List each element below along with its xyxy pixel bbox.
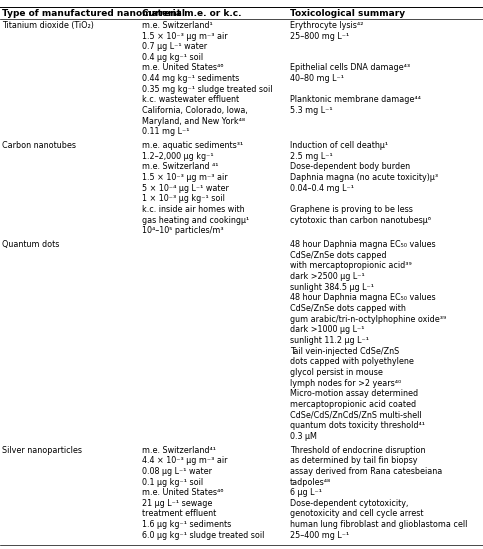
Text: 0.44 mg kg⁻¹ sediments: 0.44 mg kg⁻¹ sediments	[142, 74, 240, 83]
Text: genotoxicity and cell cycle arrest: genotoxicity and cell cycle arrest	[290, 509, 423, 518]
Text: Induction of cell deathµ¹: Induction of cell deathµ¹	[290, 141, 388, 150]
Text: 1.5 × 10⁻³ μg m⁻³ air: 1.5 × 10⁻³ μg m⁻³ air	[142, 173, 228, 182]
Text: 25–400 mg L⁻¹: 25–400 mg L⁻¹	[290, 531, 349, 540]
Text: Daphnia magna (no acute toxicity)µ³: Daphnia magna (no acute toxicity)µ³	[290, 173, 438, 182]
Text: assay derived from Rana catesbeiana: assay derived from Rana catesbeiana	[290, 467, 442, 476]
Text: Planktonic membrane damage⁴⁴: Planktonic membrane damage⁴⁴	[290, 96, 421, 104]
Text: 40–80 mg L⁻¹: 40–80 mg L⁻¹	[290, 74, 344, 83]
Text: Dose-dependent body burden: Dose-dependent body burden	[290, 163, 410, 171]
Text: 6.0 μg kg⁻¹ sludge treated soil: 6.0 μg kg⁻¹ sludge treated soil	[142, 531, 265, 540]
Text: 0.04–0.4 mg L⁻¹: 0.04–0.4 mg L⁻¹	[290, 184, 354, 193]
Text: sunlight 384.5 μg L⁻¹: sunlight 384.5 μg L⁻¹	[290, 283, 374, 292]
Text: 25–800 mg L⁻¹: 25–800 mg L⁻¹	[290, 31, 349, 41]
Text: 21 μg L⁻¹ sewage: 21 μg L⁻¹ sewage	[142, 499, 213, 508]
Text: Threshold of endocrine disruption: Threshold of endocrine disruption	[290, 446, 426, 455]
Text: CdSe/CdS/ZnCdS/ZnS multi-shell: CdSe/CdS/ZnCdS/ZnS multi-shell	[290, 411, 422, 419]
Text: lymph nodes for >2 years⁴⁰: lymph nodes for >2 years⁴⁰	[290, 379, 401, 388]
Text: Epithelial cells DNA damage⁴³: Epithelial cells DNA damage⁴³	[290, 64, 410, 72]
Text: Quantum dots: Quantum dots	[2, 240, 60, 249]
Text: m.e. Switzerland¹: m.e. Switzerland¹	[142, 21, 213, 30]
Text: Maryland, and New York⁴⁸: Maryland, and New York⁴⁸	[142, 117, 246, 126]
Text: tadpoles⁴⁸: tadpoles⁴⁸	[290, 478, 331, 486]
Text: 1.5 × 10⁻³ μg m⁻³ air: 1.5 × 10⁻³ μg m⁻³ air	[142, 31, 228, 41]
Text: 5.3 mg L⁻¹: 5.3 mg L⁻¹	[290, 106, 332, 115]
Text: Carbon nanotubes: Carbon nanotubes	[2, 141, 76, 150]
Text: CdSe/ZnSe dots capped with: CdSe/ZnSe dots capped with	[290, 304, 406, 313]
Text: quantum dots toxicity threshold⁴¹: quantum dots toxicity threshold⁴¹	[290, 421, 425, 430]
Text: Graphene is proving to be less: Graphene is proving to be less	[290, 205, 412, 214]
Text: 0.7 μg L⁻¹ water: 0.7 μg L⁻¹ water	[142, 42, 208, 51]
Text: Dose-dependent cytotoxicity,: Dose-dependent cytotoxicity,	[290, 499, 408, 508]
Text: gas heating and cookingµ¹: gas heating and cookingµ¹	[142, 216, 250, 225]
Text: California, Colorado, Iowa,: California, Colorado, Iowa,	[142, 106, 248, 115]
Text: Tail vein-injected CdSe/ZnS: Tail vein-injected CdSe/ZnS	[290, 346, 399, 356]
Text: 0.08 μg L⁻¹ water: 0.08 μg L⁻¹ water	[142, 467, 213, 476]
Text: human lung fibroblast and glioblastoma cell: human lung fibroblast and glioblastoma c…	[290, 520, 467, 529]
Text: 0.3 μM: 0.3 μM	[290, 432, 317, 441]
Text: 10⁴–10⁵ particles/m³: 10⁴–10⁵ particles/m³	[142, 226, 224, 236]
Text: m.e. Switzerland ⁴¹: m.e. Switzerland ⁴¹	[142, 163, 219, 171]
Text: sunlight 11.2 μg L⁻¹: sunlight 11.2 μg L⁻¹	[290, 336, 369, 345]
Text: treatment effluent: treatment effluent	[142, 509, 217, 518]
Text: 1.6 μg kg⁻¹ sediments: 1.6 μg kg⁻¹ sediments	[142, 520, 232, 529]
Text: 1 × 10⁻³ μg kg⁻¹ soil: 1 × 10⁻³ μg kg⁻¹ soil	[142, 194, 226, 203]
Text: m.e. United States⁴⁶: m.e. United States⁴⁶	[142, 488, 224, 497]
Text: Micro-motion assay determined: Micro-motion assay determined	[290, 389, 418, 398]
Text: 0.4 μg kg⁻¹ soil: 0.4 μg kg⁻¹ soil	[142, 53, 204, 62]
Text: with mercaptopropionic acid³⁹: with mercaptopropionic acid³⁹	[290, 261, 412, 271]
Text: Erythrocyte lysis⁴²: Erythrocyte lysis⁴²	[290, 21, 363, 30]
Text: Silver nanoparticles: Silver nanoparticles	[2, 446, 83, 455]
Text: 1.2–2,000 μg kg⁻¹: 1.2–2,000 μg kg⁻¹	[142, 152, 214, 161]
Text: glycol persist in mouse: glycol persist in mouse	[290, 368, 383, 377]
Text: m.e. aquatic sediments³¹: m.e. aquatic sediments³¹	[142, 141, 244, 150]
Text: Current m.e. or k.c.: Current m.e. or k.c.	[142, 9, 242, 18]
Text: CdSe/ZnSe dots capped: CdSe/ZnSe dots capped	[290, 251, 386, 260]
Text: dark >2500 μg L⁻¹: dark >2500 μg L⁻¹	[290, 272, 365, 281]
Text: Titanium dioxide (TiO₂): Titanium dioxide (TiO₂)	[2, 21, 94, 30]
Text: gum arabic/tri-n-octylphophine oxide³⁹: gum arabic/tri-n-octylphophine oxide³⁹	[290, 315, 446, 324]
Text: m.e. United States⁴⁶: m.e. United States⁴⁶	[142, 64, 224, 72]
Text: mercaptopropionic acid coated: mercaptopropionic acid coated	[290, 400, 416, 409]
Text: 48 hour Daphnia magna EC₅₀ values: 48 hour Daphnia magna EC₅₀ values	[290, 240, 436, 249]
Text: k.c. wastewater effluent: k.c. wastewater effluent	[142, 96, 240, 104]
Text: as determined by tail fin biopsy: as determined by tail fin biopsy	[290, 456, 417, 465]
Text: 0.11 mg L⁻¹: 0.11 mg L⁻¹	[142, 127, 190, 136]
Text: 0.1 μg kg⁻¹ soil: 0.1 μg kg⁻¹ soil	[142, 478, 204, 486]
Text: 4.4 × 10⁻³ μg m⁻³ air: 4.4 × 10⁻³ μg m⁻³ air	[142, 456, 228, 465]
Text: 2.5 mg L⁻¹: 2.5 mg L⁻¹	[290, 152, 333, 161]
Text: dots capped with polyethylene: dots capped with polyethylene	[290, 357, 413, 366]
Text: Type of manufactured nanomaterial: Type of manufactured nanomaterial	[2, 9, 185, 18]
Text: k.c. inside air homes with: k.c. inside air homes with	[142, 205, 245, 214]
Text: 0.35 mg kg⁻¹ sludge treated soil: 0.35 mg kg⁻¹ sludge treated soil	[142, 85, 273, 94]
Text: Toxicological summary: Toxicological summary	[290, 9, 405, 18]
Text: m.e. Switzerland⁴¹: m.e. Switzerland⁴¹	[142, 446, 216, 455]
Text: 6 μg L⁻¹: 6 μg L⁻¹	[290, 488, 322, 497]
Text: dark >1000 μg L⁻¹: dark >1000 μg L⁻¹	[290, 326, 364, 334]
Text: 48 hour Daphnia magna EC₅₀ values: 48 hour Daphnia magna EC₅₀ values	[290, 293, 436, 302]
Text: 5 × 10⁻⁴ μg L⁻¹ water: 5 × 10⁻⁴ μg L⁻¹ water	[142, 184, 229, 193]
Text: cytotoxic than carbon nanotubesµ⁶: cytotoxic than carbon nanotubesµ⁶	[290, 216, 431, 225]
